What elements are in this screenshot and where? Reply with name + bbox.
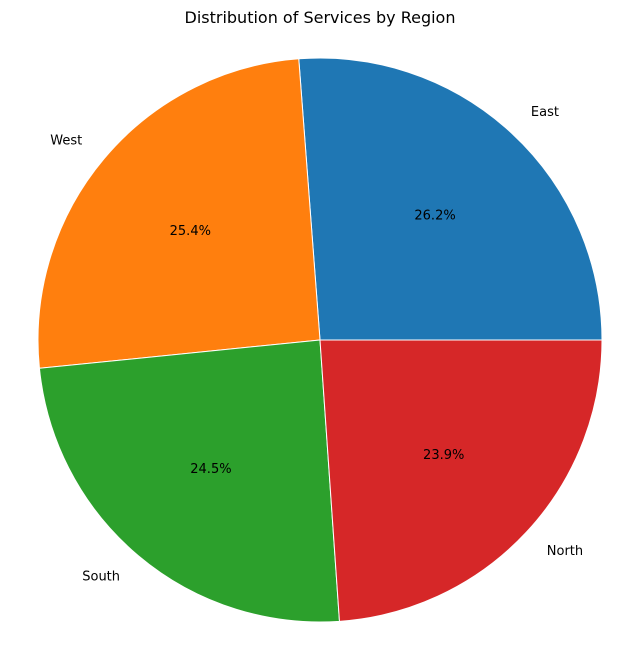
slice-percent-south: 24.5% — [190, 462, 231, 477]
slice-percent-west: 25.4% — [170, 224, 211, 239]
pie-labels: East 26.2% West 25.4% South 24.5% North 23.9% — [50, 105, 583, 585]
chart-title: Distribution of Services by Region — [185, 8, 456, 27]
slice-label-east: East — [531, 105, 559, 120]
pie-slices — [37, 57, 603, 623]
slice-percent-north: 23.9% — [423, 448, 464, 463]
pie-slice-north — [319, 339, 603, 622]
pie-slice-south — [38, 339, 341, 623]
pie-slice-west — [37, 58, 321, 369]
slice-label-north: North — [547, 544, 583, 559]
slice-label-south: South — [82, 570, 120, 585]
slice-label-west: West — [50, 133, 82, 148]
pie-slice-east — [298, 57, 603, 341]
slice-percent-east: 26.2% — [414, 208, 455, 223]
